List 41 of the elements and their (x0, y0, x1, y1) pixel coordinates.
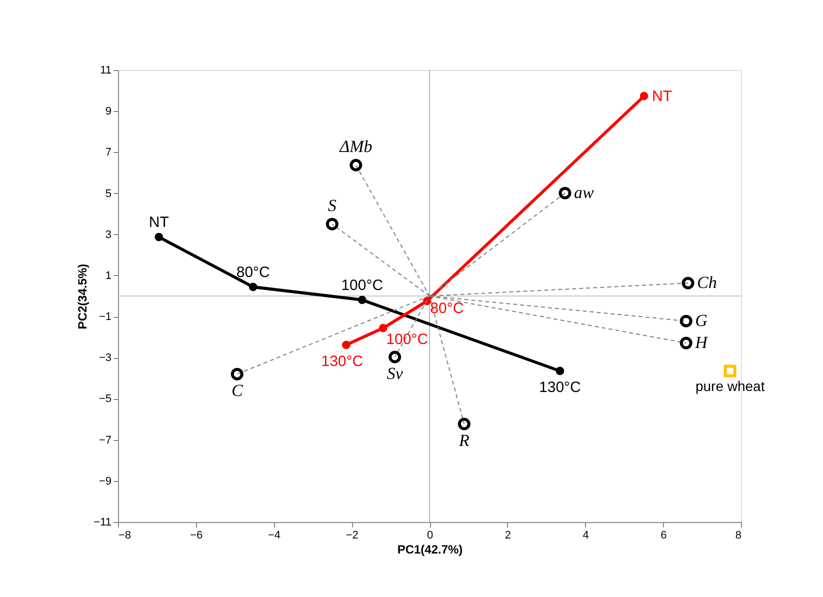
y-tick-label: −11 (94, 516, 112, 528)
annotation: 130°C (539, 378, 582, 396)
annotation: NT (148, 214, 169, 232)
x-tick-label: 8 (735, 530, 742, 542)
series-label: Sv (386, 364, 404, 384)
annotation: 100°C (386, 331, 428, 348)
series-label: R (458, 431, 470, 450)
x-tick-label: 4 (582, 530, 589, 542)
series-label: S (328, 196, 337, 216)
y-tick-label: −1 (98, 311, 112, 324)
y-axis-title: PC2(34.5%) (76, 264, 90, 330)
y-tick-label: 5 (105, 188, 112, 200)
series-label: G (695, 311, 708, 330)
x-tick-label: −8 (118, 530, 132, 542)
x-axis-title: PC1(42.7%) (397, 542, 463, 556)
y-tick-label: 7 (105, 146, 112, 159)
y-tick-label: 3 (105, 228, 112, 241)
series-label: ΔMb (338, 137, 372, 156)
x-tick-label: 6 (660, 530, 667, 542)
series-label: H (694, 333, 710, 352)
y-tick-label: 11 (100, 64, 112, 76)
x-tick-label: −4 (268, 530, 281, 542)
y-tick-label: −9 (98, 475, 112, 488)
series-label: Ch (697, 273, 717, 292)
y-tick-label: 9 (105, 106, 112, 118)
x-tick-label: −2 (346, 530, 358, 542)
annotation: NT (652, 88, 672, 106)
series-label: C (231, 381, 244, 400)
annotation: 100°C (341, 276, 384, 294)
annotation: 80°C (236, 264, 270, 281)
annotation: 80°C (430, 300, 464, 317)
annotation: 130°C (321, 352, 364, 370)
y-tick-label: −3 (98, 352, 112, 364)
series-label: aw (574, 183, 595, 202)
x-tick-label: −6 (190, 530, 203, 542)
x-tick-label: 2 (504, 530, 511, 542)
series-label: pure wheat (695, 378, 765, 394)
y-tick-label: −5 (98, 393, 112, 406)
x-tick-label: 0 (426, 530, 434, 542)
y-tick-label: −7 (98, 434, 112, 446)
y-tick-label: 1 (105, 270, 112, 282)
